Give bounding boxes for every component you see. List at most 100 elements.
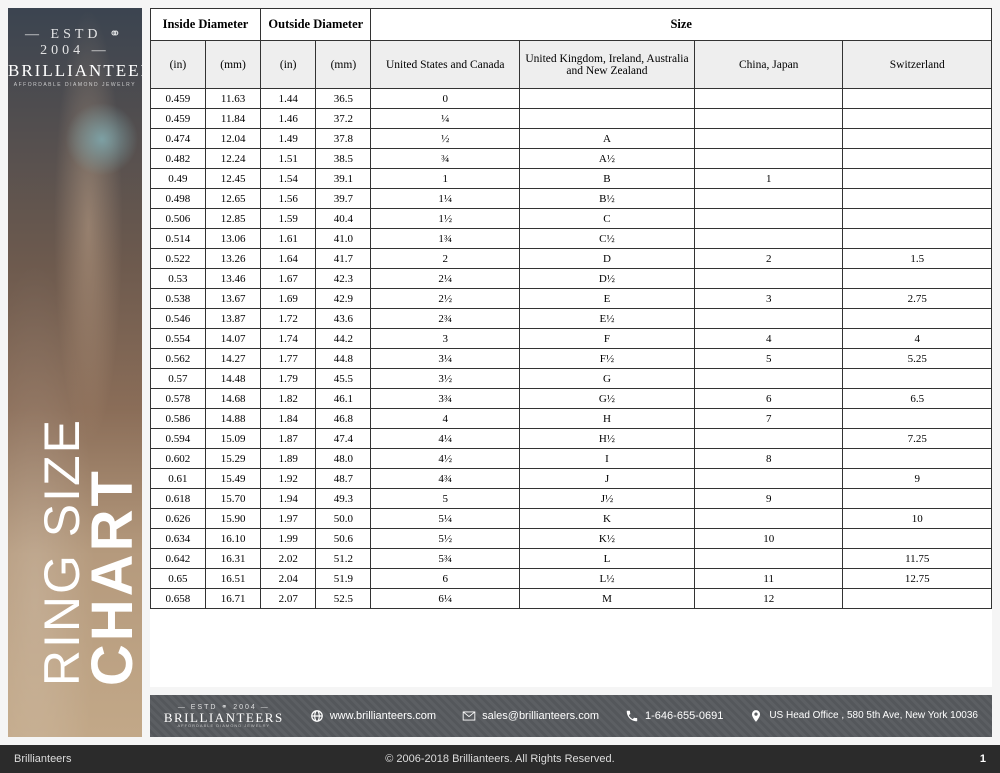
table-cell: 12.75: [843, 569, 992, 589]
table-cell: [843, 169, 992, 189]
table-cell: 0.626: [150, 509, 205, 529]
table-cell: 11.75: [843, 549, 992, 569]
footer-address: US Head Office , 580 5th Ave, New York 1…: [749, 709, 978, 723]
table-cell: [843, 529, 992, 549]
table-cell: 2.04: [261, 569, 316, 589]
table-cell: 16.10: [205, 529, 260, 549]
table-row: 0.64216.312.0251.25¾L11.75: [150, 549, 991, 569]
th-uk: United Kingdom, Ireland, Australia and N…: [519, 41, 694, 89]
table-row: 0.6516.512.0451.96L½1112.75: [150, 569, 991, 589]
table-cell: 41.0: [316, 229, 371, 249]
table-cell: 11.63: [205, 89, 260, 109]
table-row: 0.50612.851.5940.41½C: [150, 209, 991, 229]
table-cell: ¾: [371, 149, 520, 169]
table-cell: 1.97: [261, 509, 316, 529]
brand-logo: — ESTD ⚭ 2004 — BRILLIANTEERS AFFORDABLE…: [8, 26, 142, 88]
table-cell: 15.29: [205, 449, 260, 469]
table-cell: K: [519, 509, 694, 529]
table-cell: B: [519, 169, 694, 189]
table-row: 0.57814.681.8246.13¾G½66.5: [150, 389, 991, 409]
table-cell: [843, 109, 992, 129]
table-cell: 1¼: [371, 189, 520, 209]
table-cell: 1.61: [261, 229, 316, 249]
table-cell: H: [519, 409, 694, 429]
table-cell: 0: [371, 89, 520, 109]
table-row: 0.60215.291.8948.04½I8: [150, 449, 991, 469]
footer-bar: — ESTD ⚭ 2004 — BRILLIANTEERS AFFORDABLE…: [150, 695, 992, 737]
table-cell: 0.642: [150, 549, 205, 569]
table-cell: 2.07: [261, 589, 316, 609]
table-cell: G½: [519, 389, 694, 409]
th-in-mm: (mm): [205, 41, 260, 89]
table-cell: 14.68: [205, 389, 260, 409]
table-cell: [843, 309, 992, 329]
table-cell: [694, 509, 843, 529]
table-cell: 15.09: [205, 429, 260, 449]
table-cell: 8: [694, 449, 843, 469]
table-cell: 0.602: [150, 449, 205, 469]
table-cell: [694, 269, 843, 289]
table-row: 0.58614.881.8446.84H7: [150, 409, 991, 429]
table-cell: 12: [694, 589, 843, 609]
th-out-mm: (mm): [316, 41, 371, 89]
table-row: 0.59415.091.8747.44¼H½7.25: [150, 429, 991, 449]
table-cell: 1.69: [261, 289, 316, 309]
table-cell: 6: [694, 389, 843, 409]
table-cell: 16.31: [205, 549, 260, 569]
table-cell: 0.506: [150, 209, 205, 229]
table-cell: 1½: [371, 209, 520, 229]
table-cell: 0.514: [150, 229, 205, 249]
table-cell: 0.474: [150, 129, 205, 149]
table-cell: ½: [371, 129, 520, 149]
table-cell: 15.49: [205, 469, 260, 489]
table-cell: 0.61: [150, 469, 205, 489]
table-cell: L: [519, 549, 694, 569]
bottom-copyright: © 2006-2018 Brillianteers. All Rights Re…: [0, 753, 1000, 765]
table-cell: 0.554: [150, 329, 205, 349]
table-cell: I: [519, 449, 694, 469]
table-cell: 37.8: [316, 129, 371, 149]
table-cell: 2.75: [843, 289, 992, 309]
table-cell: 0.49: [150, 169, 205, 189]
footer-website[interactable]: www.brillianteers.com: [310, 709, 436, 723]
table-row: 0.52213.261.6441.72D21.5: [150, 249, 991, 269]
table-cell: 1.72: [261, 309, 316, 329]
table-cell: 15.90: [205, 509, 260, 529]
table-row: 0.49812.651.5639.71¼B½: [150, 189, 991, 209]
table-cell: 49.3: [316, 489, 371, 509]
table-cell: [843, 149, 992, 169]
ring-size-table: Inside Diameter Outside Diameter Size (i…: [150, 8, 992, 609]
table-cell: A: [519, 129, 694, 149]
table-cell: 16.51: [205, 569, 260, 589]
page: — ESTD ⚭ 2004 — BRILLIANTEERS AFFORDABLE…: [0, 0, 1000, 745]
table-cell: 13.87: [205, 309, 260, 329]
table-cell: 44.2: [316, 329, 371, 349]
th-size: Size: [371, 9, 992, 41]
table-cell: 45.5: [316, 369, 371, 389]
table-cell: 3¾: [371, 389, 520, 409]
table-cell: 13.46: [205, 269, 260, 289]
table-row: 0.53813.671.6942.92½E32.75: [150, 289, 991, 309]
table-cell: [519, 109, 694, 129]
th-out-in: (in): [261, 41, 316, 89]
th-inside-diameter: Inside Diameter: [150, 9, 260, 41]
table-cell: K½: [519, 529, 694, 549]
table-cell: 1.77: [261, 349, 316, 369]
table-cell: 5: [371, 489, 520, 509]
table-cell: 1.44: [261, 89, 316, 109]
footer-email[interactable]: sales@brillianteers.com: [462, 709, 599, 723]
table-cell: 1: [371, 169, 520, 189]
table-cell: 1.56: [261, 189, 316, 209]
table-cell: 0.522: [150, 249, 205, 269]
table-cell: 15.70: [205, 489, 260, 509]
table-cell: 0.65: [150, 569, 205, 589]
table-cell: 2¾: [371, 309, 520, 329]
main-column: Inside Diameter Outside Diameter Size (i…: [150, 8, 992, 737]
table-cell: [519, 89, 694, 109]
table-cell: 1.59: [261, 209, 316, 229]
table-cell: 1.54: [261, 169, 316, 189]
footer-phone[interactable]: 1-646-655-0691: [625, 709, 723, 723]
table-row: 0.61815.701.9449.35J½9: [150, 489, 991, 509]
table-cell: 9: [694, 489, 843, 509]
table-cell: [694, 429, 843, 449]
